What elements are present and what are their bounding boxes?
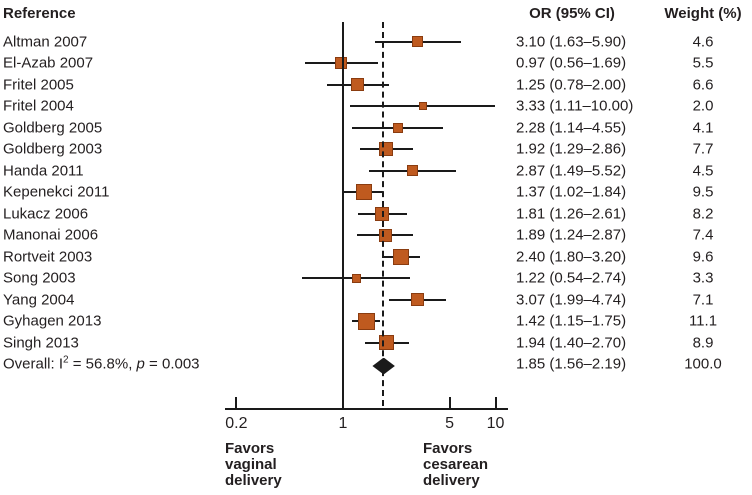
or-value: 1.94 (1.40–2.70) bbox=[516, 334, 627, 351]
study-label: Singh 2013 bbox=[3, 334, 79, 351]
study-label: Rortveit 2003 bbox=[3, 248, 93, 265]
overall-label: Overall: I2 = 56.8%, p = 0.003 bbox=[3, 354, 200, 373]
x-axis-tick-label: 1 bbox=[338, 415, 348, 432]
or-value: 3.33 (1.11–10.00) bbox=[516, 97, 634, 115]
column-header-or: OR (95% CI) bbox=[529, 5, 615, 22]
reference-line-or-1 bbox=[342, 22, 344, 410]
or-marker bbox=[392, 122, 403, 133]
study-label: Altman 2007 bbox=[3, 33, 88, 50]
study-label: Kepenekci 2011 bbox=[3, 183, 110, 201]
or-marker bbox=[410, 293, 424, 306]
or-value: 1.22 (0.54–2.74) bbox=[516, 269, 627, 287]
weight-value: 8.2 bbox=[692, 205, 714, 222]
x-axis-line bbox=[225, 408, 508, 410]
column-header-reference: Reference bbox=[3, 5, 76, 22]
study-label: Goldberg 2003 bbox=[3, 140, 103, 158]
or-marker bbox=[407, 165, 419, 176]
or-value: 2.40 (1.80–3.20) bbox=[516, 248, 627, 265]
or-marker bbox=[351, 273, 361, 283]
favors-line: delivery bbox=[423, 472, 480, 489]
x-axis-tick bbox=[342, 397, 344, 408]
x-axis-tick-label: 5 bbox=[445, 415, 455, 432]
or-marker bbox=[357, 312, 375, 330]
study-label: Yang 2004 bbox=[3, 291, 75, 308]
weight-value: 2.0 bbox=[692, 97, 714, 115]
favors-line: Favors bbox=[225, 440, 275, 457]
or-value: 1.42 (1.15–1.75) bbox=[516, 312, 627, 330]
weight-value: 7.1 bbox=[692, 291, 714, 308]
weight-value: 9.6 bbox=[692, 248, 714, 265]
or-value: 3.07 (1.99–4.74) bbox=[516, 291, 627, 308]
or-marker bbox=[418, 102, 427, 110]
favors-line: delivery bbox=[225, 472, 282, 489]
overall-weight-value: 100.0 bbox=[684, 355, 722, 373]
study-label: Gyhagen 2013 bbox=[3, 312, 102, 330]
study-label: El-Azab 2007 bbox=[3, 54, 94, 72]
favors-vaginal-label: Favors vaginal delivery bbox=[225, 441, 282, 489]
column-header-weight: Weight (%) bbox=[664, 5, 742, 22]
or-marker bbox=[351, 78, 365, 91]
or-marker bbox=[378, 228, 392, 242]
weight-value: 4.6 bbox=[692, 33, 714, 50]
or-value: 1.37 (1.02–1.84) bbox=[516, 183, 627, 201]
or-value: 2.28 (1.14–4.55) bbox=[516, 119, 627, 136]
or-value: 0.97 (0.56–1.69) bbox=[516, 54, 627, 72]
weight-value: 11.1 bbox=[688, 312, 718, 330]
or-value: 1.25 (0.78–2.00) bbox=[516, 76, 627, 93]
or-value: 2.87 (1.49–5.52) bbox=[516, 162, 627, 179]
study-label: Lukacz 2006 bbox=[3, 205, 89, 222]
weight-value: 9.5 bbox=[692, 183, 714, 201]
study-label: Fritel 2005 bbox=[3, 76, 74, 93]
favors-line: cesarean bbox=[423, 456, 489, 473]
x-axis-tick-label: 10 bbox=[486, 415, 505, 432]
weight-value: 7.4 bbox=[692, 226, 714, 244]
x-axis-tick bbox=[494, 397, 497, 408]
pooled-estimate-dashed-line bbox=[382, 22, 384, 406]
weight-value: 4.5 bbox=[692, 162, 714, 179]
weight-value: 5.5 bbox=[692, 54, 714, 72]
or-marker bbox=[412, 36, 424, 47]
favors-cesarean-label: Favors cesarean delivery bbox=[423, 441, 488, 489]
overall-or-value: 1.85 (1.56–2.19) bbox=[516, 355, 627, 373]
or-marker bbox=[392, 248, 409, 265]
x-axis-tick bbox=[448, 397, 451, 408]
weight-value: 7.7 bbox=[692, 140, 714, 158]
or-value: 1.92 (1.29–2.86) bbox=[516, 140, 627, 158]
favors-line: Favors bbox=[423, 440, 473, 457]
or-value: 1.81 (1.26–2.61) bbox=[516, 205, 627, 222]
or-marker bbox=[334, 57, 347, 69]
or-marker bbox=[355, 184, 372, 200]
weight-value: 6.6 bbox=[692, 76, 714, 93]
weight-value: 8.9 bbox=[692, 334, 714, 351]
study-label: Fritel 2004 bbox=[3, 97, 74, 115]
study-label: Goldberg 2005 bbox=[3, 119, 103, 136]
favors-line: vaginal bbox=[225, 456, 277, 473]
or-value: 3.10 (1.63–5.90) bbox=[516, 33, 627, 50]
study-label: Handa 2011 bbox=[3, 162, 84, 179]
study-label: Song 2003 bbox=[3, 269, 76, 287]
x-axis-tick-label: 0.2 bbox=[225, 415, 248, 432]
study-label: Manonai 2006 bbox=[3, 226, 99, 244]
or-value: 1.89 (1.24–2.87) bbox=[516, 226, 627, 244]
weight-value: 3.3 bbox=[692, 269, 714, 287]
x-axis-tick bbox=[235, 397, 238, 408]
weight-value: 4.1 bbox=[692, 119, 714, 136]
